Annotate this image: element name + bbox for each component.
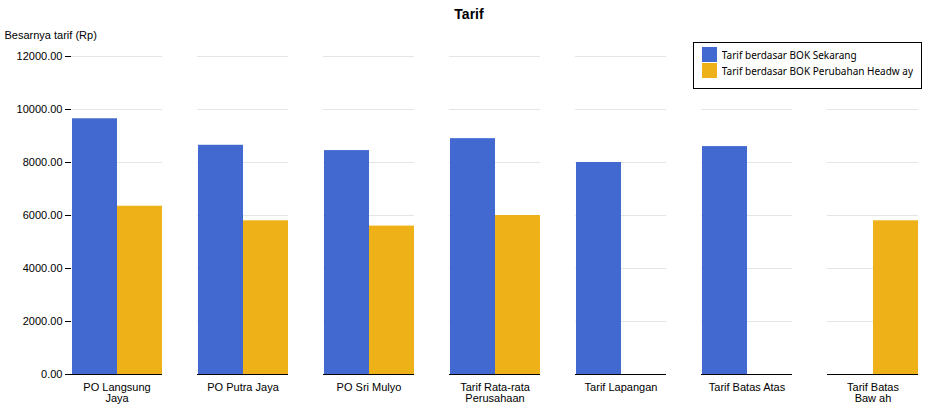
svg-text:8000.00: 8000.00 — [23, 156, 63, 168]
svg-text:0.00: 0.00 — [41, 368, 62, 380]
svg-text:PO Sri Mulyo: PO Sri Mulyo — [337, 381, 402, 393]
svg-text:Tarif BatasBaw ah: Tarif BatasBaw ah — [847, 381, 899, 404]
svg-text:Tarif Rata-rataPerusahaan: Tarif Rata-rataPerusahaan — [460, 381, 531, 404]
svg-text:6000.00: 6000.00 — [23, 209, 63, 221]
svg-text:PO LangsungJaya: PO LangsungJaya — [83, 381, 150, 404]
svg-text:PO Putra Jaya: PO Putra Jaya — [207, 381, 279, 393]
svg-text:Tarif Lapangan: Tarif Lapangan — [585, 381, 658, 393]
html-text:Tarif: Tarif — [454, 6, 484, 22]
svg-text:4000.00: 4000.00 — [23, 262, 63, 274]
svg-text:Tarif Batas Atas: Tarif Batas Atas — [709, 381, 786, 393]
svg-text:2000.00: 2000.00 — [23, 315, 63, 327]
html-text:Tarif berdasar BOK Sekarang: Tarif berdasar BOK Sekarang — [721, 47, 857, 62]
svg-text:10000.00: 10000.00 — [17, 103, 63, 115]
svg-text:12000.00: 12000.00 — [17, 50, 63, 62]
html-text:Tarif berdasar BOK Perubahan H: Tarif berdasar BOK Perubahan Headw ay — [721, 63, 913, 78]
svg-text:Besarnya tarif (Rp): Besarnya tarif (Rp) — [5, 29, 97, 41]
